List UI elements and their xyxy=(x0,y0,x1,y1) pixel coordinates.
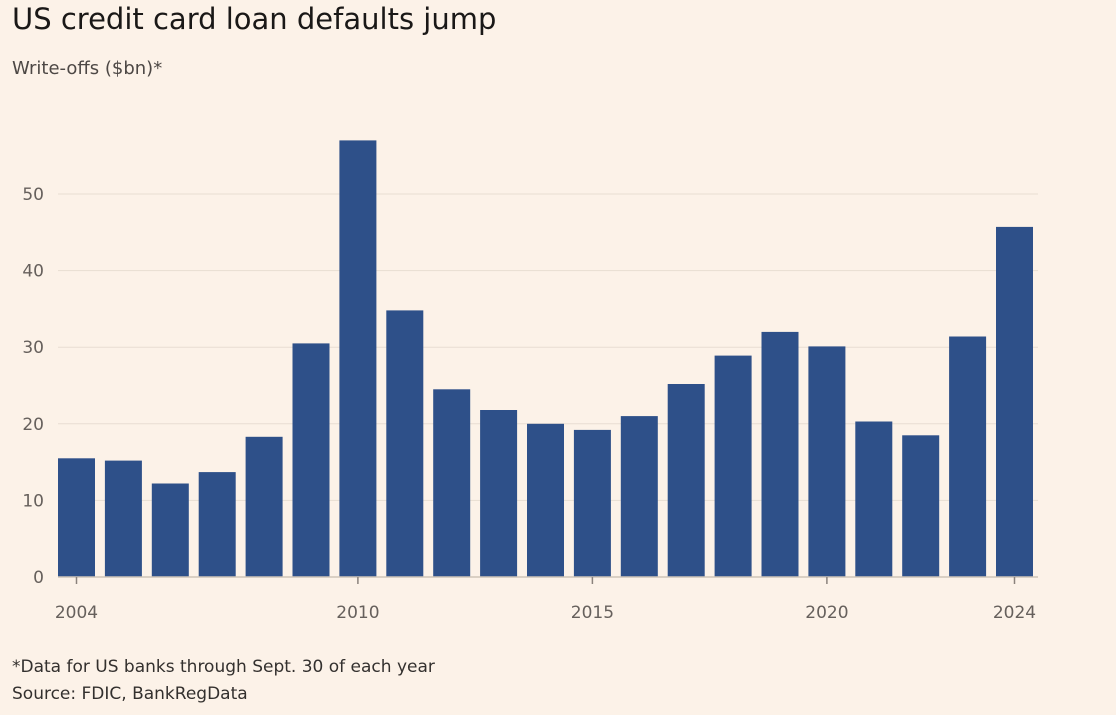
bar-2010 xyxy=(339,140,377,577)
axes: 0 10 20 30 40 50 2004 2010 2015 2020 2024 xyxy=(22,185,1038,623)
bar-2022 xyxy=(902,435,940,577)
bar-2012 xyxy=(433,389,471,577)
source-note: Source: FDIC, BankRegData xyxy=(12,684,248,704)
bars xyxy=(58,140,1033,577)
y-tick-label-10: 10 xyxy=(22,491,44,511)
bar-2015 xyxy=(573,429,611,577)
x-tick-label-2010: 2010 xyxy=(336,603,379,623)
bar-2018 xyxy=(714,355,752,577)
bar-2007 xyxy=(198,472,236,577)
bar-2008 xyxy=(245,436,283,577)
y-tick-label-20: 20 xyxy=(22,415,44,435)
bar-2023 xyxy=(949,336,987,577)
footnote: *Data for US banks through Sept. 30 of e… xyxy=(12,657,435,677)
y-tick-label-30: 30 xyxy=(22,338,44,358)
x-tick-label-2020: 2020 xyxy=(805,603,848,623)
y-tick-label-50: 50 xyxy=(22,185,44,205)
bar-2024 xyxy=(996,226,1033,577)
bar-2004 xyxy=(58,458,95,577)
bar-2014 xyxy=(527,423,564,577)
bar-2009 xyxy=(292,343,330,577)
bar-2021 xyxy=(855,421,893,577)
bar-2005 xyxy=(104,460,142,577)
chart-subtitle: Write-offs ($bn)* xyxy=(12,58,163,79)
bar-2006 xyxy=(151,483,189,577)
x-tick-label-2015: 2015 xyxy=(571,603,614,623)
chart-title: US credit card loan defaults jump xyxy=(12,2,497,36)
bar-2013 xyxy=(480,410,518,577)
bar-2011 xyxy=(386,310,424,577)
y-tick-label-0: 0 xyxy=(33,568,44,588)
y-tick-label-40: 40 xyxy=(22,262,44,282)
bar-2020 xyxy=(808,346,846,577)
bar-2017 xyxy=(667,384,705,577)
bar-2016 xyxy=(620,416,658,577)
bar-chart: 0 10 20 30 40 50 2004 2010 2015 2020 2024 xyxy=(22,140,1038,623)
x-tick-label-2024: 2024 xyxy=(993,603,1036,623)
bar-2019 xyxy=(761,331,799,577)
x-tick-label-2004: 2004 xyxy=(55,603,98,623)
